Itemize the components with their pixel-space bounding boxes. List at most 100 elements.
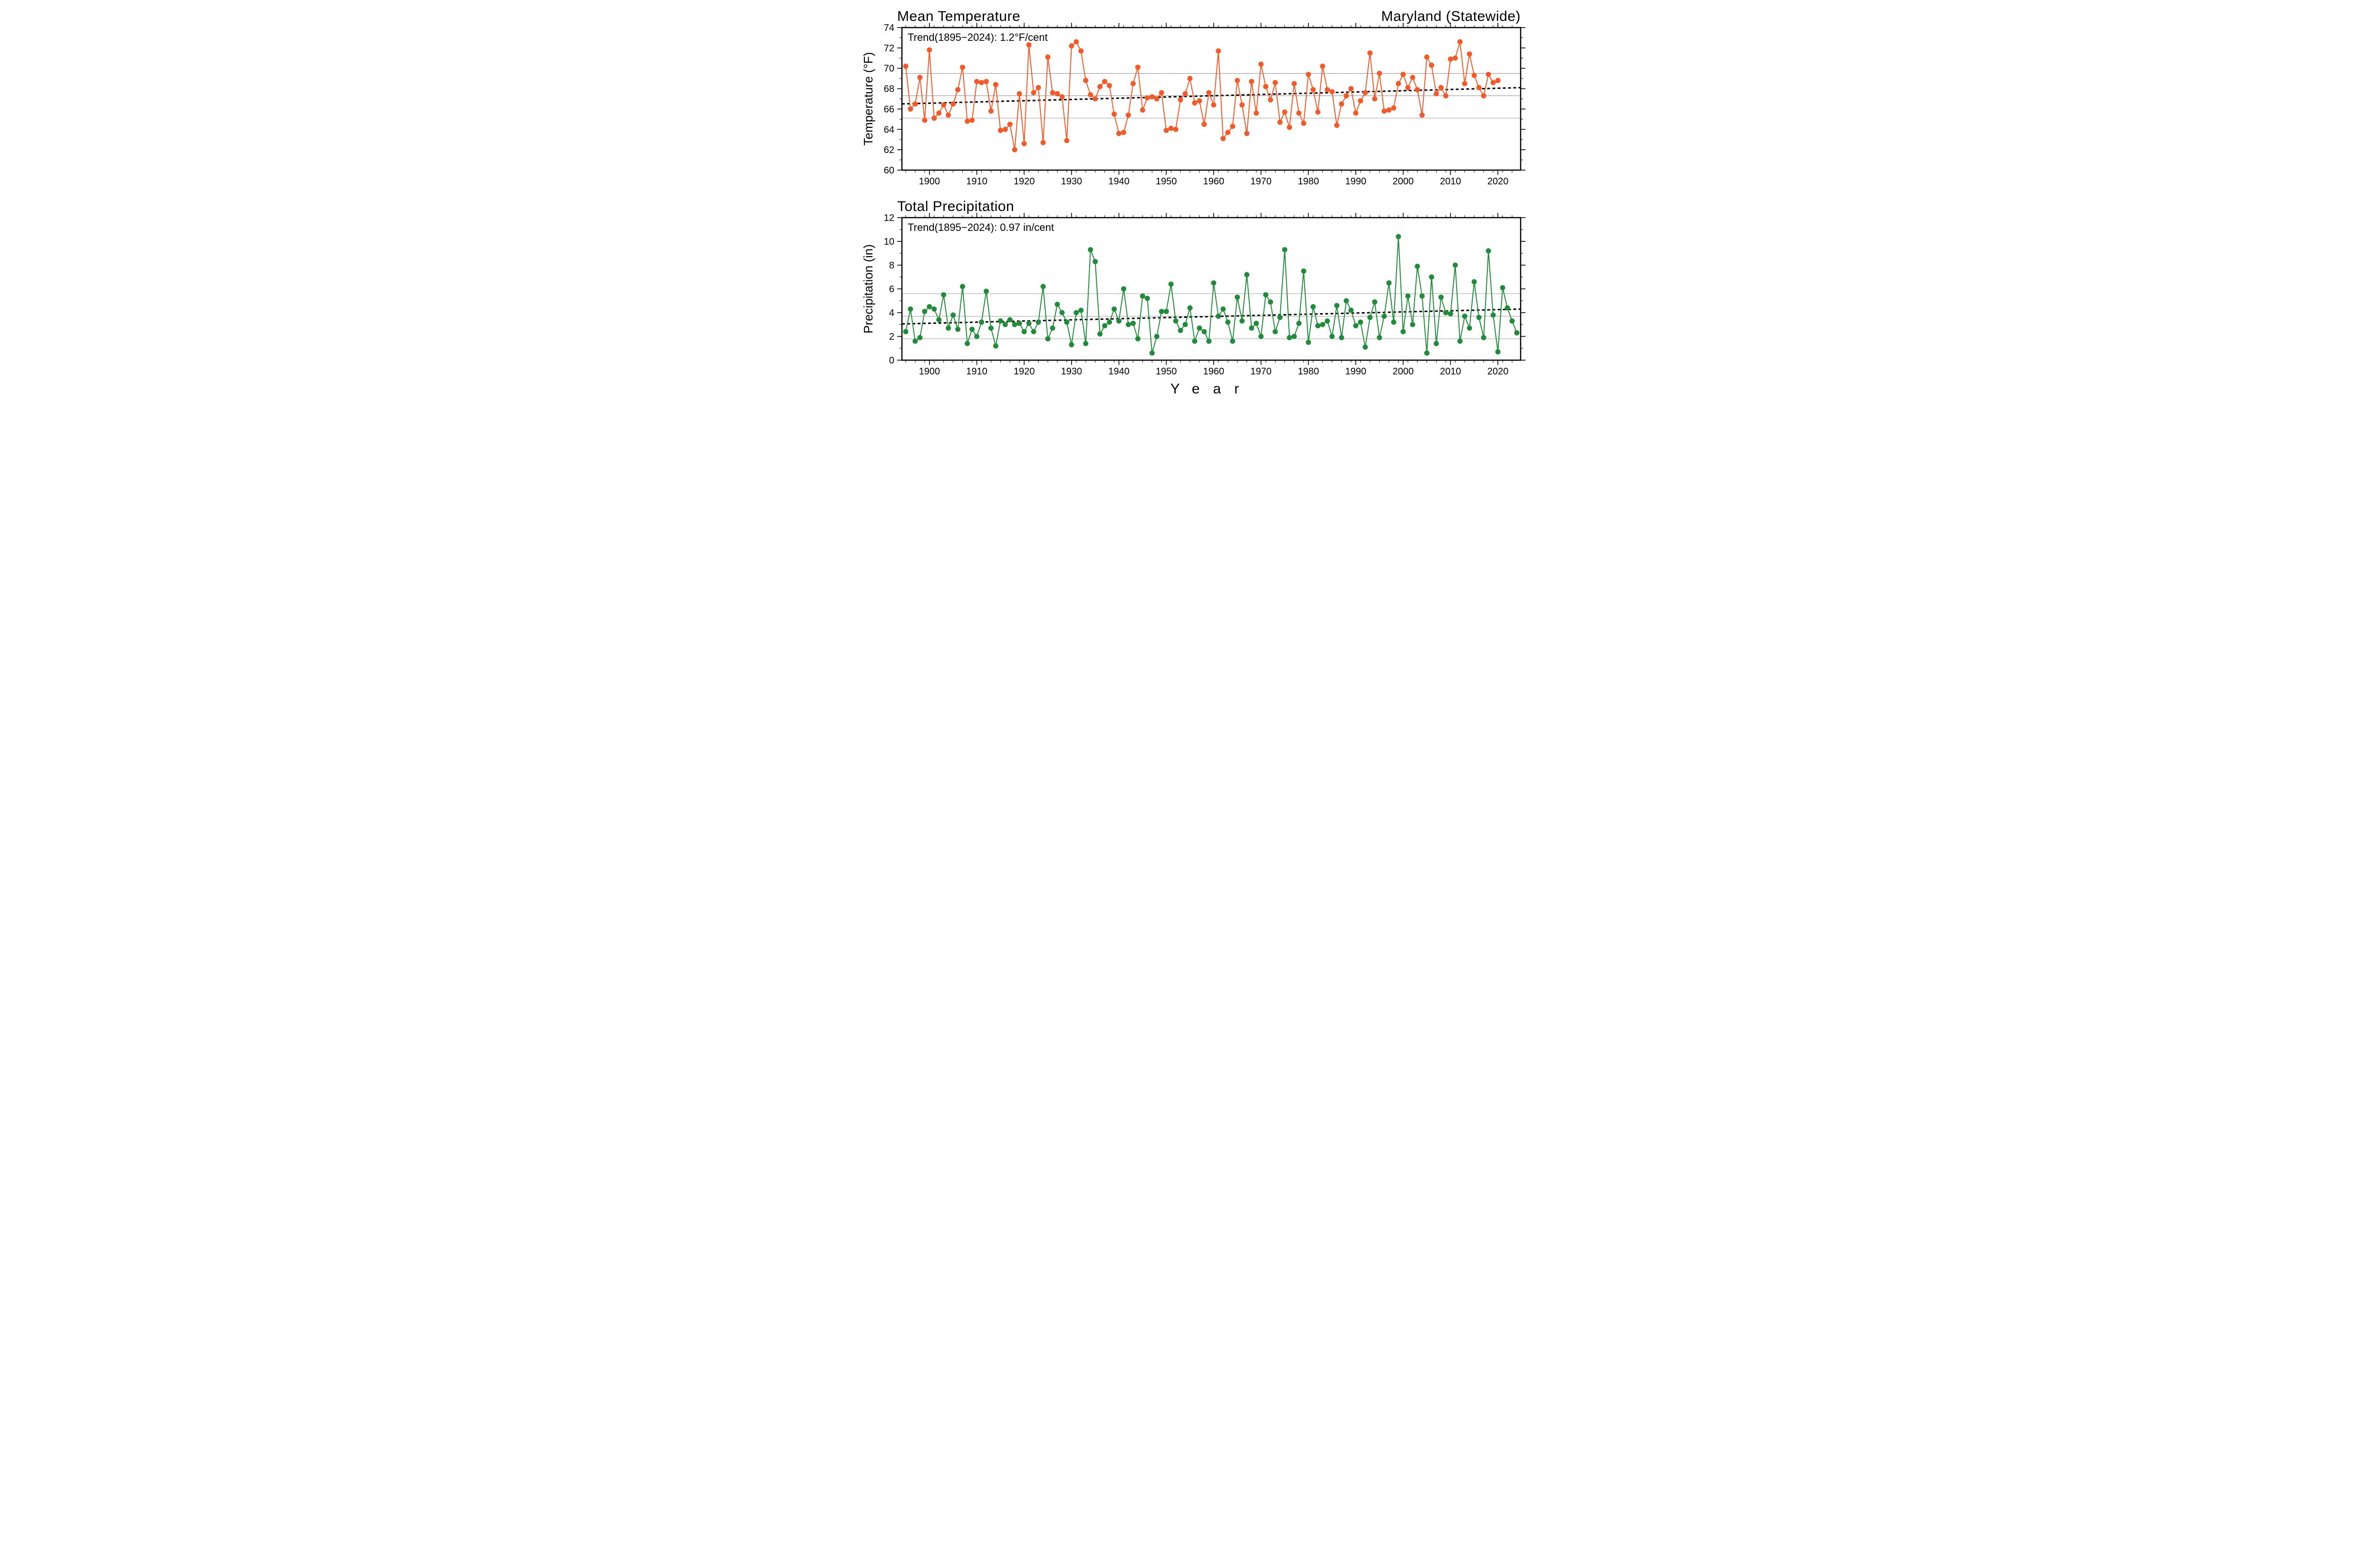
- data-point: [1220, 306, 1226, 312]
- data-point: [993, 82, 998, 87]
- data-point: [946, 113, 951, 118]
- data-point: [950, 101, 956, 106]
- data-point: [960, 65, 965, 70]
- data-point: [1183, 322, 1188, 327]
- data-point: [1244, 131, 1249, 136]
- data-point: [912, 101, 918, 106]
- data-point: [1064, 320, 1069, 325]
- data-point: [1396, 234, 1401, 239]
- data-point: [1092, 259, 1098, 264]
- data-point: [1254, 321, 1259, 326]
- data-point: [1292, 334, 1297, 339]
- data-point: [1263, 292, 1268, 297]
- data-point: [1434, 91, 1439, 96]
- data-point: [1083, 78, 1088, 83]
- data-point: [1315, 323, 1321, 328]
- data-point: [1050, 325, 1055, 331]
- data-point: [955, 87, 960, 92]
- y-tick-label: 68: [884, 84, 894, 95]
- data-point: [1320, 322, 1325, 327]
- x-tick-label: 1950: [1156, 366, 1177, 377]
- x-tick-label: 2000: [1392, 366, 1414, 377]
- data-point: [1007, 122, 1013, 127]
- data-point: [1301, 268, 1306, 274]
- x-tick-label: 1970: [1250, 366, 1272, 377]
- data-point: [1003, 127, 1008, 132]
- data-point: [908, 306, 913, 312]
- data-point: [1268, 97, 1273, 103]
- data-point: [1097, 84, 1102, 89]
- data-point: [1330, 89, 1335, 95]
- y-tick-label: 70: [884, 64, 894, 74]
- y-axis-label: Precipitation (in): [861, 244, 875, 334]
- data-point: [927, 48, 932, 53]
- x-tick-label: 1960: [1203, 366, 1225, 377]
- data-point: [1173, 127, 1178, 132]
- data-point: [1495, 349, 1501, 354]
- data-point: [1202, 329, 1207, 335]
- data-point: [1078, 48, 1083, 54]
- data-point: [1169, 282, 1174, 287]
- data-point: [1362, 344, 1368, 350]
- x-tick-label: 1980: [1298, 176, 1319, 187]
- data-point: [1448, 57, 1453, 62]
- data-point: [903, 64, 909, 69]
- data-point: [1031, 90, 1036, 96]
- data-point: [965, 341, 970, 346]
- data-point: [998, 318, 1003, 324]
- data-point: [1453, 263, 1458, 268]
- data-point: [1448, 311, 1453, 316]
- data-point: [1400, 329, 1406, 335]
- x-tick-label: 2020: [1487, 366, 1509, 377]
- data-point: [1197, 98, 1202, 104]
- y-tick-label: 8: [889, 260, 894, 271]
- y-tick-label: 6: [889, 284, 894, 295]
- data-point: [1353, 323, 1359, 328]
- data-point: [1055, 302, 1060, 307]
- data-point: [1443, 93, 1448, 98]
- data-point: [1301, 121, 1306, 126]
- data-point: [1415, 87, 1420, 92]
- data-point: [984, 79, 989, 84]
- data-point: [1178, 328, 1183, 333]
- data-point: [1400, 72, 1406, 77]
- data-point: [1036, 320, 1041, 325]
- data-point: [941, 102, 946, 107]
- data-point: [1344, 298, 1349, 304]
- data-point: [917, 75, 922, 80]
- data-point: [1059, 94, 1064, 99]
- data-point: [1381, 108, 1387, 114]
- data-point: [1012, 322, 1017, 327]
- data-point: [1287, 335, 1292, 340]
- data-point: [1372, 96, 1377, 102]
- data-point: [1381, 314, 1387, 319]
- data-point: [1491, 313, 1496, 318]
- data-point: [1330, 334, 1335, 339]
- data-point: [1031, 329, 1036, 335]
- data-point: [931, 115, 937, 121]
- panel-title-right: Maryland (Statewide): [1381, 9, 1521, 24]
- y-tick-label: 12: [884, 213, 894, 223]
- data-point: [988, 325, 994, 331]
- data-point: [1339, 335, 1344, 340]
- data-point: [1041, 140, 1046, 145]
- data-point: [1244, 272, 1249, 277]
- data-point: [1292, 81, 1297, 86]
- x-tick-label: 1930: [1061, 176, 1083, 187]
- data-point: [1239, 102, 1245, 107]
- data-point: [1230, 339, 1235, 344]
- data-point: [1362, 90, 1368, 96]
- data-point: [1159, 90, 1164, 96]
- data-point: [1349, 86, 1354, 91]
- data-point: [1287, 125, 1292, 130]
- data-point: [1126, 322, 1131, 327]
- y-tick-label: 2: [889, 332, 894, 342]
- data-point: [1140, 294, 1145, 299]
- data-point: [1367, 315, 1372, 320]
- data-point: [1419, 113, 1425, 118]
- data-point: [922, 118, 927, 123]
- data-point: [1443, 310, 1448, 316]
- panel-title-left: Mean Temperature: [897, 9, 1020, 24]
- data-point: [1282, 247, 1287, 252]
- figure-svg: Mean TemperatureMaryland (Statewide)6062…: [841, 0, 1535, 461]
